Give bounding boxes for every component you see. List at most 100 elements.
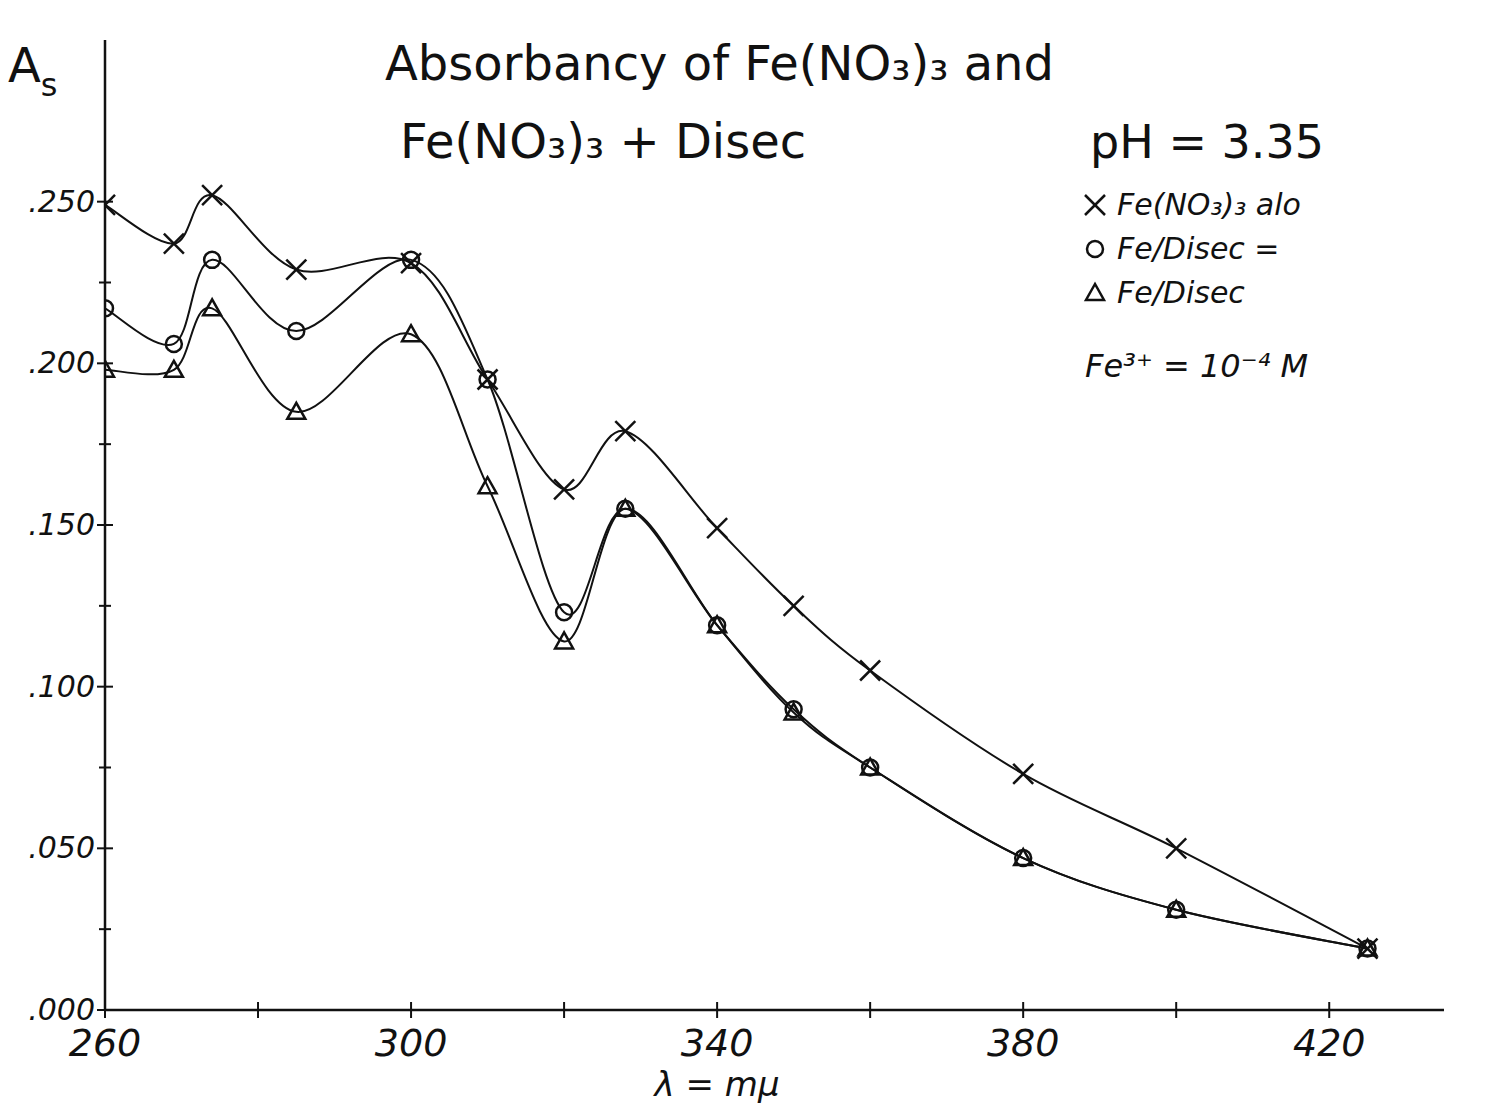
marker-stroke xyxy=(286,260,306,280)
marker-stroke xyxy=(860,661,880,681)
y-minor-tick xyxy=(99,282,111,284)
y-minor-tick xyxy=(99,443,111,445)
marker-stroke xyxy=(707,518,727,538)
title-line: Fe(NO₃)₃ + Disec xyxy=(400,113,806,169)
y-axis-title-sub: s xyxy=(41,66,58,104)
data-point xyxy=(479,477,497,493)
marker-shape xyxy=(1087,241,1103,257)
marker-stroke xyxy=(1013,764,1033,784)
x-minor-tick xyxy=(869,1002,871,1018)
y-axis-title-main: A xyxy=(8,37,41,93)
marker-stroke xyxy=(164,234,184,254)
x-tick-label: 420 xyxy=(1293,1021,1366,1065)
marker-shape xyxy=(1358,940,1376,956)
y-minor-tick xyxy=(99,767,111,769)
marker-stroke xyxy=(286,260,306,280)
marker-stroke xyxy=(105,195,115,215)
data-point xyxy=(165,361,183,377)
marker-stroke xyxy=(105,195,115,215)
x-tick xyxy=(1022,1002,1024,1018)
data-point xyxy=(1013,764,1033,784)
legend: Fe(NO₃)₃ alo Fe/Disec = Fe/Disec xyxy=(1085,187,1301,310)
y-tick-label: .200 xyxy=(28,345,95,380)
y-tick xyxy=(97,524,113,526)
marker-shape xyxy=(480,372,496,388)
data-point xyxy=(785,704,803,720)
marker-shape xyxy=(1086,284,1104,300)
marker-shape xyxy=(861,759,879,775)
data-point xyxy=(105,300,113,316)
title: Absorbancy of Fe(NO₃)₃ andFe(NO₃)₃ + Dis… xyxy=(385,35,1054,169)
y-minor-tick xyxy=(99,605,111,607)
data-point xyxy=(403,252,419,268)
legend-label: Fe/Disec xyxy=(1117,275,1245,310)
y-axis-title: As xyxy=(8,37,58,104)
data-point xyxy=(707,518,727,538)
marker-stroke xyxy=(707,518,727,538)
y-tick-label: .100 xyxy=(28,669,95,704)
x-tick xyxy=(1328,1002,1330,1018)
marker-shape xyxy=(165,361,183,377)
data-point xyxy=(615,421,635,441)
y-tick-label: .250 xyxy=(28,184,95,219)
data-point xyxy=(287,403,305,419)
marker-shape xyxy=(402,325,420,341)
x-minor-tick xyxy=(563,1002,565,1018)
marker-stroke xyxy=(784,596,804,616)
marker-stroke xyxy=(1166,838,1186,858)
legend-marker xyxy=(1086,284,1104,300)
data-point xyxy=(166,336,182,352)
marker-stroke xyxy=(615,421,635,441)
marker-shape xyxy=(616,500,634,516)
plot-area xyxy=(105,185,1377,958)
legend-label: Fe(NO₃)₃ alo xyxy=(1117,187,1301,222)
series-line xyxy=(105,308,1367,949)
marker-shape xyxy=(105,300,113,316)
data-point xyxy=(203,299,221,315)
marker-shape xyxy=(403,252,419,268)
marker-shape xyxy=(785,704,803,720)
x-tick-label: 260 xyxy=(69,1021,142,1065)
x-tick-label: 300 xyxy=(375,1021,448,1065)
data-point xyxy=(1014,849,1032,865)
chart: .000.050.100.150.200.250260300340380420λ… xyxy=(0,0,1496,1111)
data-point xyxy=(105,361,114,377)
marker-shape xyxy=(556,604,572,620)
data-point xyxy=(288,323,304,339)
marker-stroke xyxy=(1085,195,1105,215)
marker-shape xyxy=(708,616,726,632)
y-minor-tick xyxy=(99,928,111,930)
series-line xyxy=(105,195,1367,949)
x-axis xyxy=(105,1009,1444,1012)
marker-stroke xyxy=(615,421,635,441)
marker-shape xyxy=(203,299,221,315)
marker-shape xyxy=(1167,901,1185,917)
marker-stroke xyxy=(1166,838,1186,858)
data-point xyxy=(402,325,420,341)
data-point xyxy=(1166,838,1186,858)
data-point xyxy=(164,234,184,254)
data-point xyxy=(204,252,220,268)
data-point xyxy=(480,372,496,388)
marker-stroke xyxy=(784,596,804,616)
y-tick-label: .050 xyxy=(28,830,95,865)
marker-stroke xyxy=(1085,195,1105,215)
y-tick xyxy=(97,686,113,688)
marker-shape xyxy=(204,252,220,268)
x-tick xyxy=(104,1002,106,1018)
data-point xyxy=(616,500,634,516)
marker-stroke xyxy=(554,479,574,499)
legend-label: Fe/Disec = xyxy=(1117,231,1280,266)
series-line xyxy=(105,259,1367,948)
x-tick xyxy=(410,1002,412,1018)
marker-stroke xyxy=(554,479,574,499)
legend-marker xyxy=(1087,241,1103,257)
x-tick xyxy=(716,1002,718,1018)
data-point xyxy=(784,596,804,616)
marker-shape xyxy=(1014,849,1032,865)
data-point xyxy=(1167,901,1185,917)
marker-shape xyxy=(479,477,497,493)
marker-shape xyxy=(287,403,305,419)
marker-shape xyxy=(555,632,573,648)
x-tick-label: 380 xyxy=(987,1021,1060,1065)
